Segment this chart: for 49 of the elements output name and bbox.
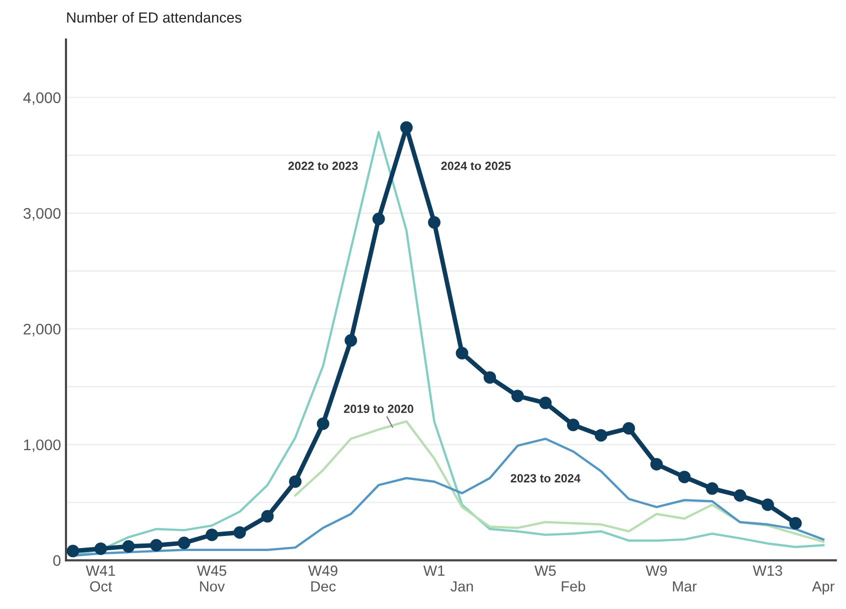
point (400, 121, 413, 134)
x-tick-label: W1 (423, 566, 444, 576)
y-tick-label: 1,000 (24, 439, 61, 452)
point (706, 482, 718, 495)
point (456, 346, 468, 360)
point (233, 526, 246, 539)
x-tick-label: W5 (534, 566, 556, 576)
point (734, 489, 746, 502)
x-tick-label: W41 Oct (86, 566, 116, 592)
point (261, 510, 274, 523)
point (316, 417, 330, 430)
point (539, 396, 552, 410)
x-tick-label: W49 Dec (308, 566, 338, 592)
point (94, 542, 107, 555)
series-label: 2024 to 2025 (441, 162, 511, 170)
point (762, 498, 774, 511)
x-tick-label: Apr (812, 581, 834, 594)
series-label: 2022 to 2023 (288, 162, 358, 170)
point (150, 538, 163, 552)
point (678, 470, 691, 484)
point (206, 528, 218, 542)
point (511, 390, 524, 402)
point (289, 475, 302, 488)
series-label: 2019 to 2020 (344, 404, 414, 414)
point (344, 334, 358, 347)
x-tick-label: Feb (562, 580, 586, 592)
point (594, 429, 608, 442)
point (122, 540, 135, 553)
point (789, 517, 802, 530)
point (622, 422, 636, 435)
x-tick-label: W13 (752, 566, 782, 576)
x-tick-label: Jan (450, 581, 473, 592)
x-tick-label: Mar (673, 581, 697, 592)
x-tick-label: W9 (646, 566, 667, 576)
y-axis-title: Number of ED attendances (67, 12, 242, 23)
point (428, 216, 440, 229)
y-tick-label: 2,000 (24, 324, 61, 336)
y-tick-label: 4,000 (23, 92, 61, 105)
x-tick-label: W45 Nov (196, 566, 226, 592)
series-label: 2023 to 2024 (510, 474, 580, 482)
point (650, 458, 663, 470)
line-series (294, 420, 824, 543)
point (484, 371, 496, 384)
y-tick-label: 0 (53, 555, 61, 566)
point (66, 544, 80, 558)
point (566, 418, 580, 432)
point (178, 536, 190, 550)
point (372, 212, 385, 226)
y-tick-label: 3,000 (23, 208, 61, 221)
